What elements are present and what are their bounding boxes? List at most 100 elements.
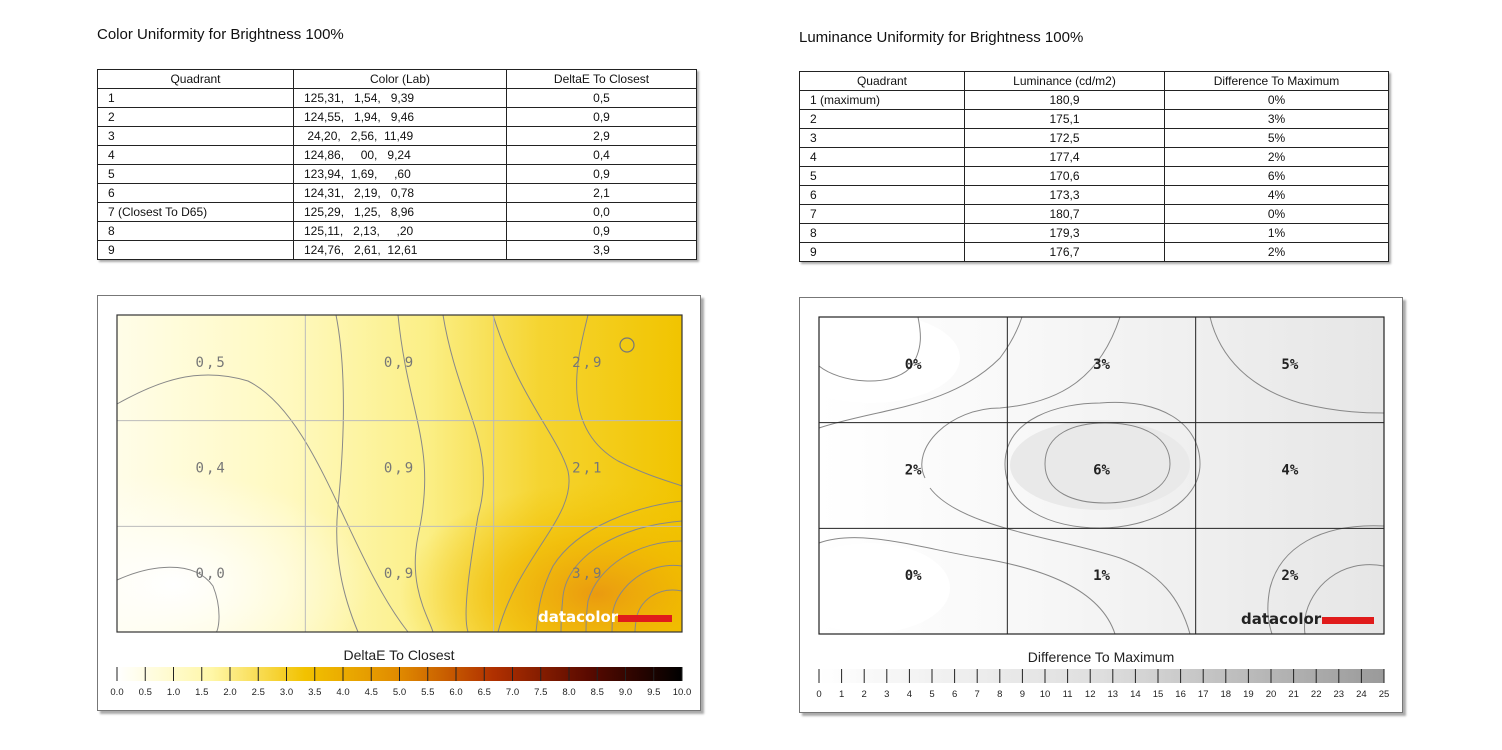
table-cell: 4 bbox=[97, 145, 294, 165]
table-cell: 124,86, 00, 9,24 bbox=[293, 145, 507, 165]
table-cell: 8 bbox=[97, 221, 294, 241]
quadrant-value-label: 1% bbox=[1093, 568, 1110, 584]
scale-tick-label: 23 bbox=[1334, 689, 1345, 700]
table-cell: 1% bbox=[1164, 223, 1389, 243]
table-cell: 3% bbox=[1164, 109, 1389, 129]
contour-line bbox=[116, 566, 220, 633]
scale-tick-label: 0.5 bbox=[139, 687, 152, 698]
table-row: 7 (Closest To D65) 125,29, 1,25, 8,96 0,0 bbox=[97, 202, 697, 222]
table-row: 4 124,86, 00, 9,24 0,4 bbox=[97, 145, 697, 165]
table-cell: 177,4 bbox=[964, 147, 1165, 167]
scale-tick-label: 6 bbox=[952, 689, 957, 700]
table-cell: 180,7 bbox=[964, 204, 1165, 224]
contour-line bbox=[585, 540, 683, 633]
scale-tick-label: 17 bbox=[1198, 689, 1209, 700]
table-cell: 2 bbox=[97, 107, 294, 127]
contour-line bbox=[335, 314, 359, 633]
table-cell: 5 bbox=[97, 164, 294, 184]
table-cell: 0,9 bbox=[506, 164, 697, 184]
contour-line bbox=[116, 374, 409, 633]
table-cell: 3 bbox=[799, 128, 965, 148]
quadrant-value-label: 4% bbox=[1281, 463, 1298, 479]
table-cell: 0% bbox=[1164, 90, 1389, 110]
scale-tick-label: 3.5 bbox=[308, 687, 321, 698]
quadrant-value-label: 0,9 bbox=[384, 355, 415, 371]
scale-tick-label: 4.5 bbox=[365, 687, 378, 698]
table-cell: 173,3 bbox=[964, 185, 1165, 205]
table-cell: 2% bbox=[1164, 147, 1389, 167]
table-cell: 1 bbox=[97, 88, 294, 108]
table-cell: 3 bbox=[97, 126, 294, 146]
table-cell: 0,9 bbox=[506, 107, 697, 127]
table-cell: 179,3 bbox=[964, 223, 1165, 243]
scale-tick-label: 1.5 bbox=[195, 687, 208, 698]
scale-tick-label: 19 bbox=[1243, 689, 1254, 700]
scale-tick-label: 21 bbox=[1288, 689, 1299, 700]
table-row: 6 124,31, 2,19, 0,78 2,1 bbox=[97, 183, 697, 203]
scale-tick-label: 3 bbox=[884, 689, 889, 700]
contour-line bbox=[560, 520, 683, 633]
scale-tick-label: 4 bbox=[907, 689, 912, 700]
color-scale-bar bbox=[819, 669, 1384, 683]
table-cell: 2,9 bbox=[506, 126, 697, 146]
table-header-row: Quadrant Color (Lab) DeltaE To Closest bbox=[97, 69, 697, 89]
table-cell: 176,7 bbox=[964, 242, 1165, 262]
scale-tick-label: 5.5 bbox=[421, 687, 434, 698]
contour-line bbox=[442, 314, 484, 633]
scale-tick-label: 7.0 bbox=[506, 687, 519, 698]
column-header: Luminance (cd/m2) bbox=[964, 71, 1165, 91]
contour-line bbox=[619, 337, 635, 353]
scale-tick-label: 7.5 bbox=[534, 687, 547, 698]
table-cell: 0,5 bbox=[506, 88, 697, 108]
table-cell: 180,9 bbox=[964, 90, 1165, 110]
contour-line bbox=[818, 316, 1023, 429]
quadrant-value-label: 5% bbox=[1281, 357, 1298, 373]
table-cell: 175,1 bbox=[964, 109, 1165, 129]
table-cell: 4 bbox=[799, 147, 965, 167]
scale-tick-label: 8 bbox=[997, 689, 1002, 700]
table-cell: 6 bbox=[799, 185, 965, 205]
datacolor-logo: datacolor bbox=[538, 608, 619, 626]
scale-tick-label: 9.0 bbox=[619, 687, 632, 698]
quadrant-value-label: 0,0 bbox=[196, 566, 227, 582]
column-header: Quadrant bbox=[97, 69, 294, 89]
scale-tick-label: 25 bbox=[1379, 689, 1390, 700]
quadrant-value-label: 0,5 bbox=[196, 355, 227, 371]
quadrant-value-label: 0% bbox=[905, 568, 922, 584]
table-cell: 125,31, 1,54, 9,39 bbox=[293, 88, 507, 108]
table-row: 2 175,1 3% bbox=[799, 109, 1389, 129]
luminance-heatmap-chart: 0% 3% 5% 2% 6% 4% 0% 1% 2% datacolor Difference To… bbox=[800, 313, 1390, 700]
contour-line bbox=[818, 537, 1116, 635]
color-uniformity-title: Color Uniformity for Brightness 100% bbox=[97, 26, 344, 43]
table-cell: 0,9 bbox=[506, 221, 697, 241]
luminance-heatmap-panel: 0% 3% 5% 2% 6% 4% 0% 1% 2% datacolor Difference To… bbox=[799, 297, 1403, 713]
scale-tick-label: 3.0 bbox=[280, 687, 293, 698]
datacolor-logo: datacolor bbox=[1241, 610, 1322, 628]
table-row: 2 124,55, 1,94, 9,46 0,9 bbox=[97, 107, 697, 127]
scale-tick-label: 8.5 bbox=[591, 687, 604, 698]
quadrant-value-label: 2,1 bbox=[572, 461, 603, 477]
table-cell: 6 bbox=[97, 183, 294, 203]
scale-tick-label: 2 bbox=[862, 689, 867, 700]
contour-line bbox=[1004, 401, 1201, 529]
table-cell: 9 bbox=[97, 240, 294, 260]
scale-tick-label: 16 bbox=[1175, 689, 1186, 700]
quadrant-value-label: 2% bbox=[1281, 568, 1298, 584]
table-cell: 0% bbox=[1164, 204, 1389, 224]
table-row: 1 (maximum) 180,9 0% bbox=[799, 90, 1389, 110]
heatmap-cool-area bbox=[800, 543, 950, 633]
scale-tick-label: 15 bbox=[1153, 689, 1164, 700]
quadrant-value-label: 0% bbox=[905, 357, 922, 373]
scale-tick-label: 2.0 bbox=[223, 687, 236, 698]
deltae-heatmap-panel: 0,5 0,9 2,9 0,4 0,9 2,1 0,0 0,9 3,9 datacolor Delt… bbox=[97, 295, 701, 711]
scale-tick-label: 10.0 bbox=[673, 687, 692, 698]
scale-tick-label: 22 bbox=[1311, 689, 1322, 700]
scale-tick-label: 13 bbox=[1108, 689, 1119, 700]
scale-tick-label: 5 bbox=[929, 689, 934, 700]
quadrant-value-label: 6% bbox=[1093, 463, 1110, 479]
table-cell: 5% bbox=[1164, 128, 1389, 148]
scale-tick-label: 20 bbox=[1266, 689, 1277, 700]
contour-line bbox=[397, 314, 434, 633]
scale-tick-label: 1.0 bbox=[167, 687, 180, 698]
table-row: 8 125,11, 2,13, ,20 0,9 bbox=[97, 221, 697, 241]
